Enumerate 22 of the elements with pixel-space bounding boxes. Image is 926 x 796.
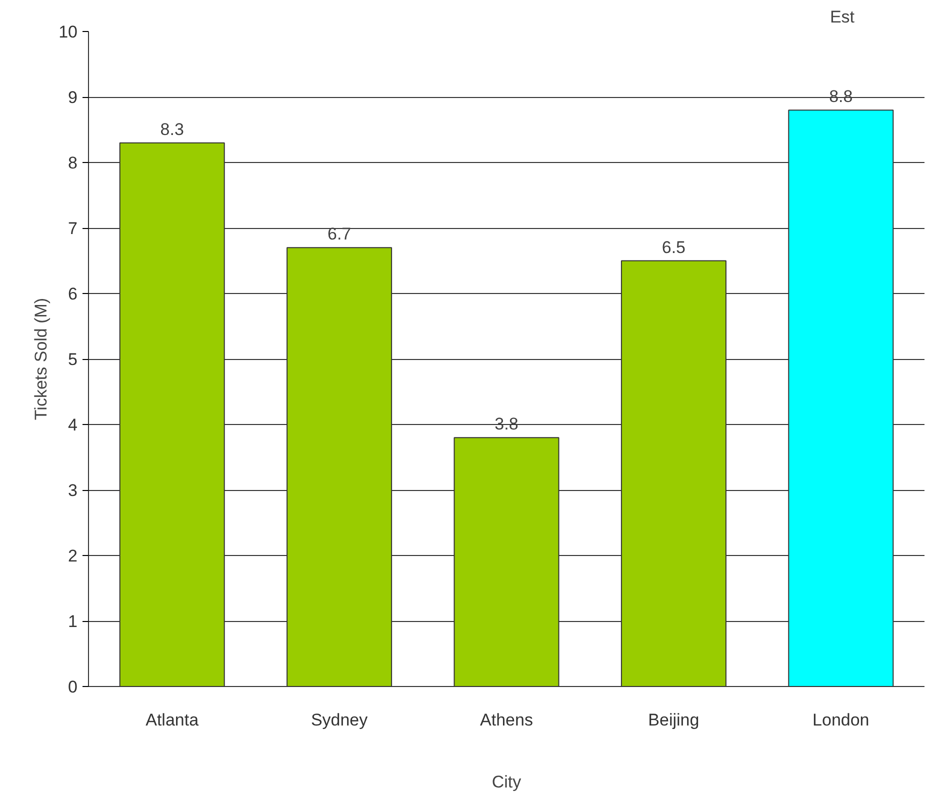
y-tick-label: 2 bbox=[68, 546, 78, 566]
x-tick-label: Beijing bbox=[648, 710, 700, 730]
y-tick-label: 8 bbox=[68, 154, 78, 172]
data-label: 6.5 bbox=[662, 238, 686, 257]
x-tick-label: Atlanta bbox=[146, 710, 200, 730]
y-tick-label: 3 bbox=[68, 481, 78, 500]
y-tick-label: 6 bbox=[68, 284, 78, 304]
y-tick-label: 5 bbox=[68, 350, 78, 369]
y-tick-label: 9 bbox=[68, 88, 78, 107]
y-tick-label: 1 bbox=[68, 612, 78, 631]
y-tick-label: 7 bbox=[68, 219, 78, 238]
data-label: 8.3 bbox=[160, 120, 184, 139]
y-tick-label: 4 bbox=[68, 416, 78, 434]
x-axis-title: City bbox=[492, 772, 522, 792]
x-tick-label: Athens bbox=[480, 710, 533, 730]
y-tick-label: 10 bbox=[58, 22, 78, 42]
y-axis-title: Tickets Sold (M) bbox=[32, 298, 51, 420]
y-tick-label: 0 bbox=[68, 678, 78, 696]
text: Est bbox=[830, 8, 855, 26]
x-tick-label: Sydney bbox=[310, 710, 368, 730]
data-label: 6.7 bbox=[327, 224, 352, 244]
x-tick-label: London bbox=[812, 710, 870, 730]
